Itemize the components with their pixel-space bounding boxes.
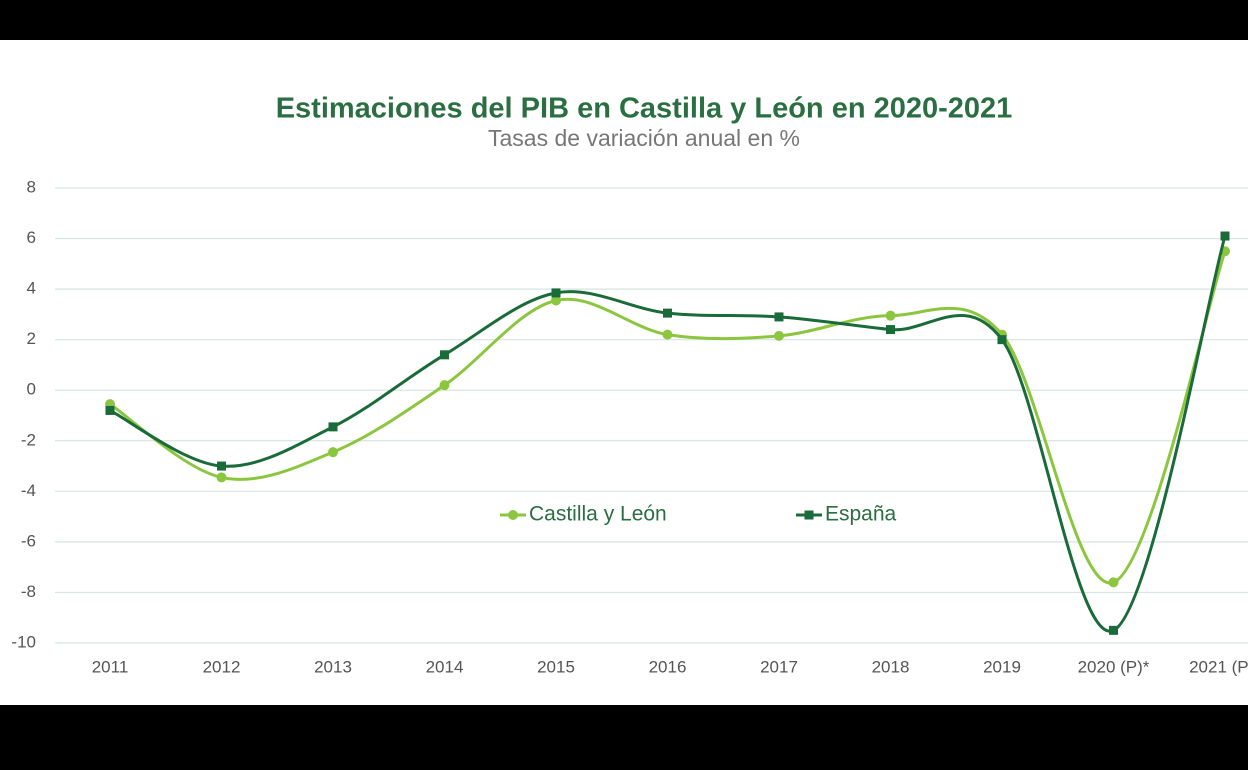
y-tick-label: -10: [11, 632, 36, 651]
y-tick-label: 2: [27, 329, 36, 348]
x-tick-label: 2012: [203, 657, 241, 676]
data-point: [217, 461, 226, 471]
data-point: [439, 380, 450, 391]
x-tick-label: 2017: [760, 657, 798, 676]
chart: Estimaciones del PIB en Castilla y León …: [0, 40, 1248, 705]
y-tick-label: -6: [21, 531, 36, 550]
chart-title: Estimaciones del PIB en Castilla y León …: [276, 93, 1013, 125]
data-point: [663, 308, 672, 318]
x-tick-label: 2014: [426, 657, 464, 676]
x-tick-label: 2021 (P)*: [1189, 657, 1248, 676]
x-tick-label: 2013: [314, 657, 352, 676]
y-tick-label: 8: [27, 177, 36, 196]
legend-marker: [804, 510, 814, 520]
data-point: [774, 312, 784, 322]
series-line: [109, 235, 1227, 633]
y-tick-label: 0: [27, 380, 36, 399]
data-point: [105, 405, 115, 415]
y-tick-label: -2: [21, 430, 36, 449]
series-line: [109, 250, 1227, 585]
data-point: [551, 288, 561, 298]
y-tick-label: 4: [27, 279, 36, 298]
data-point: [1109, 625, 1118, 635]
x-tick-label: 2018: [872, 657, 910, 676]
x-tick-label: 2020 (P)*: [1078, 657, 1150, 676]
data-point: [885, 310, 896, 321]
data-point: [886, 325, 895, 335]
data-point: [551, 295, 561, 306]
data-point: [774, 330, 784, 341]
data-point: [216, 472, 227, 483]
legend-marker: [508, 510, 518, 520]
y-tick-label: 6: [27, 228, 36, 247]
chart-subtitle: Tasas de variación anual en %: [488, 125, 800, 151]
x-tick-label: 2011: [92, 657, 129, 676]
legend-label: España: [825, 503, 897, 526]
data-point: [1108, 577, 1119, 588]
x-tick-label: 2016: [649, 657, 687, 676]
x-tick-label: 2015: [537, 657, 575, 676]
y-tick-label: -4: [21, 481, 36, 500]
data-point: [1220, 231, 1230, 241]
data-point: [328, 447, 338, 458]
data-point: [997, 335, 1007, 345]
y-tick-label: -8: [21, 582, 36, 601]
legend-label: Castilla y León: [529, 503, 667, 526]
x-tick-label: 2019: [983, 657, 1021, 676]
data-point: [662, 329, 673, 340]
data-point: [328, 422, 338, 432]
data-point: [440, 350, 449, 360]
